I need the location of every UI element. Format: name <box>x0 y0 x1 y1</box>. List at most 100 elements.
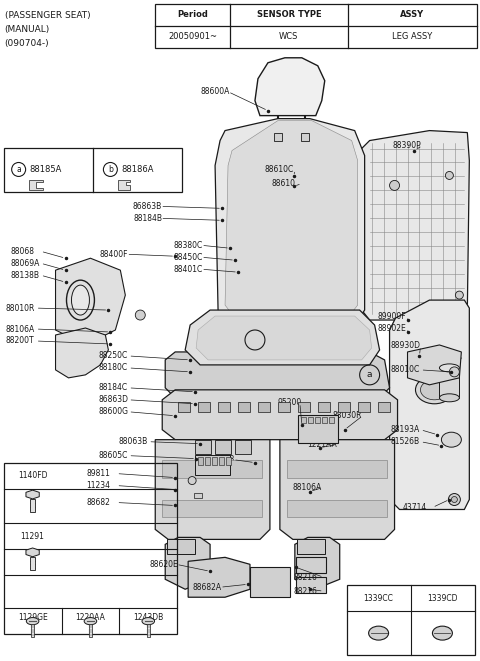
Text: (090704-): (090704-) <box>5 39 49 48</box>
Bar <box>301 416 306 423</box>
Text: 88610C: 88610C <box>265 165 294 174</box>
Text: 11234: 11234 <box>86 481 110 490</box>
Polygon shape <box>225 120 358 318</box>
Text: Period: Period <box>177 11 208 19</box>
Bar <box>215 440 231 453</box>
Text: 88216: 88216 <box>294 573 318 582</box>
Bar <box>4 147 182 192</box>
Text: 88605C: 88605C <box>98 451 128 460</box>
Text: 88600G: 88600G <box>98 407 129 416</box>
Text: 86863B: 86863B <box>133 202 162 211</box>
Polygon shape <box>56 258 125 340</box>
Polygon shape <box>280 440 395 539</box>
Text: 95200: 95200 <box>277 399 302 407</box>
Bar <box>296 577 326 593</box>
Bar <box>30 557 35 570</box>
Text: 88180C: 88180C <box>98 364 128 372</box>
Polygon shape <box>196 316 372 360</box>
Text: 88106A: 88106A <box>293 483 322 492</box>
Text: b: b <box>252 336 258 344</box>
Text: 88010R: 88010R <box>6 303 35 313</box>
Text: (PASSENGER SEAT): (PASSENGER SEAT) <box>5 11 90 20</box>
Text: a: a <box>367 370 372 379</box>
Bar <box>195 440 211 453</box>
Bar <box>308 416 313 423</box>
Text: 88185A: 88185A <box>30 165 62 174</box>
Text: 88216: 88216 <box>294 587 318 596</box>
Text: 88620E: 88620E <box>149 560 178 569</box>
Text: 88930D: 88930D <box>391 342 420 350</box>
Polygon shape <box>29 180 43 190</box>
Text: 20050901~: 20050901~ <box>168 32 217 42</box>
Text: 1221AA: 1221AA <box>307 440 336 449</box>
Bar <box>315 416 320 423</box>
Text: 88902E: 88902E <box>378 323 407 332</box>
Ellipse shape <box>369 626 389 640</box>
Ellipse shape <box>439 364 459 372</box>
Circle shape <box>188 477 196 485</box>
Bar <box>322 416 327 423</box>
Bar <box>329 416 334 423</box>
Text: 88184C: 88184C <box>98 383 128 393</box>
Bar <box>205 457 210 465</box>
Text: 88600A: 88600A <box>201 87 230 97</box>
Bar <box>218 402 230 412</box>
Text: 88010C: 88010C <box>391 366 420 374</box>
Text: 88138B: 88138B <box>11 270 40 280</box>
Bar <box>338 402 350 412</box>
Polygon shape <box>390 300 469 510</box>
Bar <box>219 457 224 465</box>
Text: 88401C: 88401C <box>174 264 203 274</box>
Ellipse shape <box>416 376 454 404</box>
Text: 88184B: 88184B <box>133 214 162 223</box>
Bar <box>30 499 35 512</box>
Text: 1243DB: 1243DB <box>133 613 163 621</box>
Text: 81526B: 81526B <box>391 437 420 446</box>
Text: 88106A: 88106A <box>6 325 35 334</box>
Text: 89811: 89811 <box>86 469 110 478</box>
Polygon shape <box>165 537 210 589</box>
Text: 88063B: 88063B <box>119 437 148 446</box>
Text: 88200T: 88200T <box>6 336 34 346</box>
Text: 88069A: 88069A <box>11 258 40 268</box>
Text: LEG ASSY: LEG ASSY <box>392 32 432 42</box>
Bar <box>198 457 203 465</box>
Polygon shape <box>165 352 390 398</box>
Polygon shape <box>295 537 340 589</box>
Bar <box>162 500 262 518</box>
Bar <box>347 585 475 655</box>
Circle shape <box>449 367 459 377</box>
Polygon shape <box>119 180 130 190</box>
Bar <box>250 567 290 598</box>
Text: (MANUAL): (MANUAL) <box>5 25 50 34</box>
Bar <box>318 402 330 412</box>
Bar <box>274 133 282 141</box>
Text: WCS: WCS <box>279 32 299 42</box>
Text: 88682A: 88682A <box>193 583 222 592</box>
Bar <box>195 455 230 475</box>
Ellipse shape <box>439 394 459 402</box>
Bar <box>89 624 92 637</box>
Bar <box>155 4 477 48</box>
Polygon shape <box>297 539 325 555</box>
Bar <box>298 402 310 412</box>
Circle shape <box>456 291 463 299</box>
Polygon shape <box>255 58 325 116</box>
Bar <box>358 402 370 412</box>
Polygon shape <box>355 131 469 320</box>
Bar <box>226 457 231 465</box>
Text: 88610: 88610 <box>272 179 296 188</box>
Text: 1129GE: 1129GE <box>18 613 48 621</box>
Text: 88450C: 88450C <box>174 253 203 262</box>
Bar <box>238 402 250 412</box>
Bar <box>378 402 390 412</box>
Text: 11291: 11291 <box>21 532 45 541</box>
Bar <box>4 463 177 634</box>
Text: 88250C: 88250C <box>98 352 128 360</box>
Ellipse shape <box>432 626 452 640</box>
Text: ASSY: ASSY <box>400 11 425 19</box>
Bar <box>439 368 459 398</box>
Text: 88030R: 88030R <box>333 411 362 420</box>
Bar <box>31 624 34 637</box>
Bar <box>162 459 262 478</box>
